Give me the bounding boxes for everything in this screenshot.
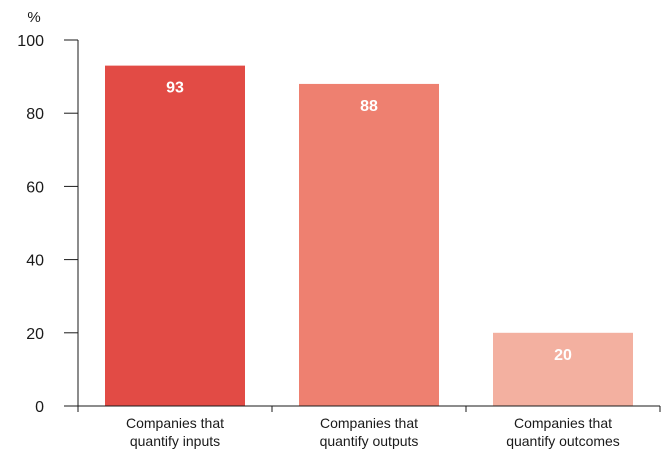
bars: 93 88 20 (105, 65, 633, 407)
y-tick-label: 0 (35, 399, 44, 416)
x-axis: Companies that quantify inputs Companies t… (64, 405, 661, 449)
bar (105, 65, 245, 407)
y-axis-unit-label: % (27, 9, 40, 26)
bar (493, 332, 633, 406)
bar (299, 83, 439, 407)
category-label: Companies that (126, 415, 224, 431)
y-tick-label: 20 (26, 326, 44, 343)
bar-value-label: 88 (360, 98, 378, 115)
category-label: Companies that (320, 415, 418, 431)
y-tick-label: 60 (26, 179, 44, 196)
bar-value-label: 93 (166, 80, 184, 97)
y-tick-label: 100 (17, 33, 44, 50)
y-tick-label: 40 (26, 253, 44, 270)
category-label: quantify inputs (130, 433, 220, 449)
category-label: quantify outputs (320, 433, 419, 449)
y-tick-label: 80 (26, 106, 44, 123)
category-label: quantify outcomes (506, 433, 620, 449)
bar-value-label: 20 (554, 347, 572, 364)
y-axis: 0 20 40 60 80 100 (17, 33, 79, 416)
category-label: Companies that (514, 415, 612, 431)
